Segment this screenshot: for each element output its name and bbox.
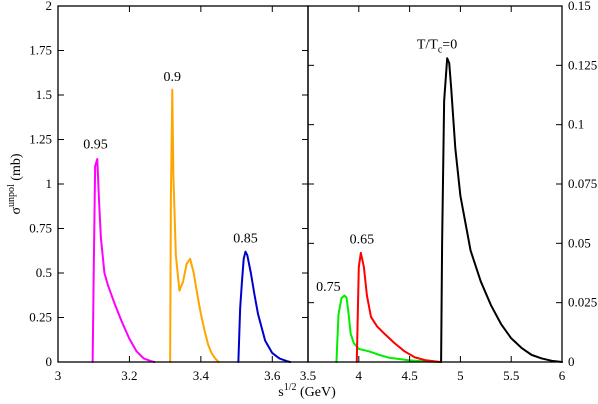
right-panel: 0.75 0.65 T/Tc=0 3.5 4 4.5 5 5.5 6 0 0.025 0.05 0.… bbox=[300, 0, 597, 383]
right-y-tick-label: 0.05 bbox=[568, 235, 591, 250]
y-axis-title-symbol: σ bbox=[9, 207, 24, 215]
right-y-tick-label: 0 bbox=[568, 354, 575, 369]
x-axis-title: s1/2 (GeV) bbox=[278, 382, 336, 400]
left-y-tick-label: 0 bbox=[46, 354, 53, 369]
series-line-t-t-c-0 bbox=[440, 57, 563, 363]
left-y-tick-label: 1 bbox=[46, 176, 53, 191]
series-label-t-tc-rest: =0 bbox=[442, 38, 457, 53]
series-label-0-95: 0.95 bbox=[83, 137, 108, 152]
right-panel-frame bbox=[307, 5, 563, 363]
y-axis-title: σunpol (mb) bbox=[6, 153, 24, 214]
series-line-0-85 bbox=[237, 250, 292, 363]
left-y-tick-label: 0.25 bbox=[29, 310, 52, 325]
right-y-axis: 0 0.025 0.05 0.075 0.1 0.125 0.15 bbox=[308, 0, 597, 369]
series-line-0-95 bbox=[91, 158, 156, 363]
left-x-tick-label: 3 bbox=[55, 368, 62, 383]
left-y-tick-label: 1.5 bbox=[36, 87, 52, 102]
left-x-tick-label: 3.2 bbox=[121, 368, 137, 383]
right-y-tick-label: 0.1 bbox=[568, 117, 584, 132]
left-x-tick-label: 3.4 bbox=[193, 368, 210, 383]
left-y-tick-label: 0.75 bbox=[29, 221, 52, 236]
right-x-tick-label: 4.5 bbox=[401, 368, 417, 383]
right-x-tick-label: 4 bbox=[356, 368, 363, 383]
left-y-tick-label: 0.5 bbox=[36, 265, 52, 280]
left-y-tick-label: 1.75 bbox=[29, 43, 52, 58]
right-y-tick-label: 0.125 bbox=[568, 57, 597, 72]
right-y-tick-label: 0.025 bbox=[568, 295, 597, 310]
y-axis-title-unit: (mb) bbox=[9, 153, 24, 184]
right-x-axis: 3.5 4 4.5 5 5.5 6 bbox=[300, 6, 566, 383]
series-label-t-tc-0: T/Tc=0 bbox=[417, 38, 457, 56]
right-plot-area: 0.75 0.65 T/Tc=0 bbox=[316, 38, 563, 363]
x-axis-title-symbol: s bbox=[278, 385, 283, 400]
series-line-0-9 bbox=[169, 88, 220, 363]
x-axis-title-superscript: 1/2 bbox=[284, 382, 297, 393]
left-y-tick-label: 1.25 bbox=[29, 132, 52, 147]
x-axis-title-unit: (GeV) bbox=[296, 385, 336, 400]
series-label-t-tc-main: T/T bbox=[417, 38, 438, 53]
left-plot-area: 0.95 0.9 0.85 bbox=[83, 70, 292, 363]
right-y-tick-label: 0.15 bbox=[568, 0, 591, 13]
right-x-tick-label: 6 bbox=[559, 368, 566, 383]
series-label-0-85: 0.85 bbox=[233, 232, 258, 247]
right-y-tick-label: 0.075 bbox=[568, 176, 597, 191]
left-y-axis: 0 0.25 0.5 0.75 1 1.25 1.5 1.75 2 bbox=[29, 0, 308, 369]
left-y-tick-label: 2 bbox=[46, 0, 53, 13]
series-label-0-65: 0.65 bbox=[350, 232, 375, 247]
right-x-tick-label: 5 bbox=[457, 368, 464, 383]
left-x-axis: 3 3.2 3.4 3.6 bbox=[55, 6, 281, 383]
series-line-0-65 bbox=[355, 251, 442, 363]
series-label-0-75: 0.75 bbox=[316, 280, 341, 295]
y-axis-title-superscript: unpol bbox=[6, 184, 17, 207]
series-label-0-9: 0.9 bbox=[164, 70, 182, 85]
right-x-tick-label: 3.5 bbox=[300, 368, 316, 383]
right-x-tick-label: 5.5 bbox=[503, 368, 519, 383]
series-line-0-75 bbox=[335, 294, 442, 363]
left-panel: 0.95 0.9 0.85 3 3.2 3.4 3.6 0 0.25 0.5 0.75 1 1.25… bbox=[29, 0, 309, 383]
left-x-tick-label: 3.6 bbox=[264, 368, 281, 383]
series-label-t-tc-sub: c bbox=[438, 45, 443, 56]
